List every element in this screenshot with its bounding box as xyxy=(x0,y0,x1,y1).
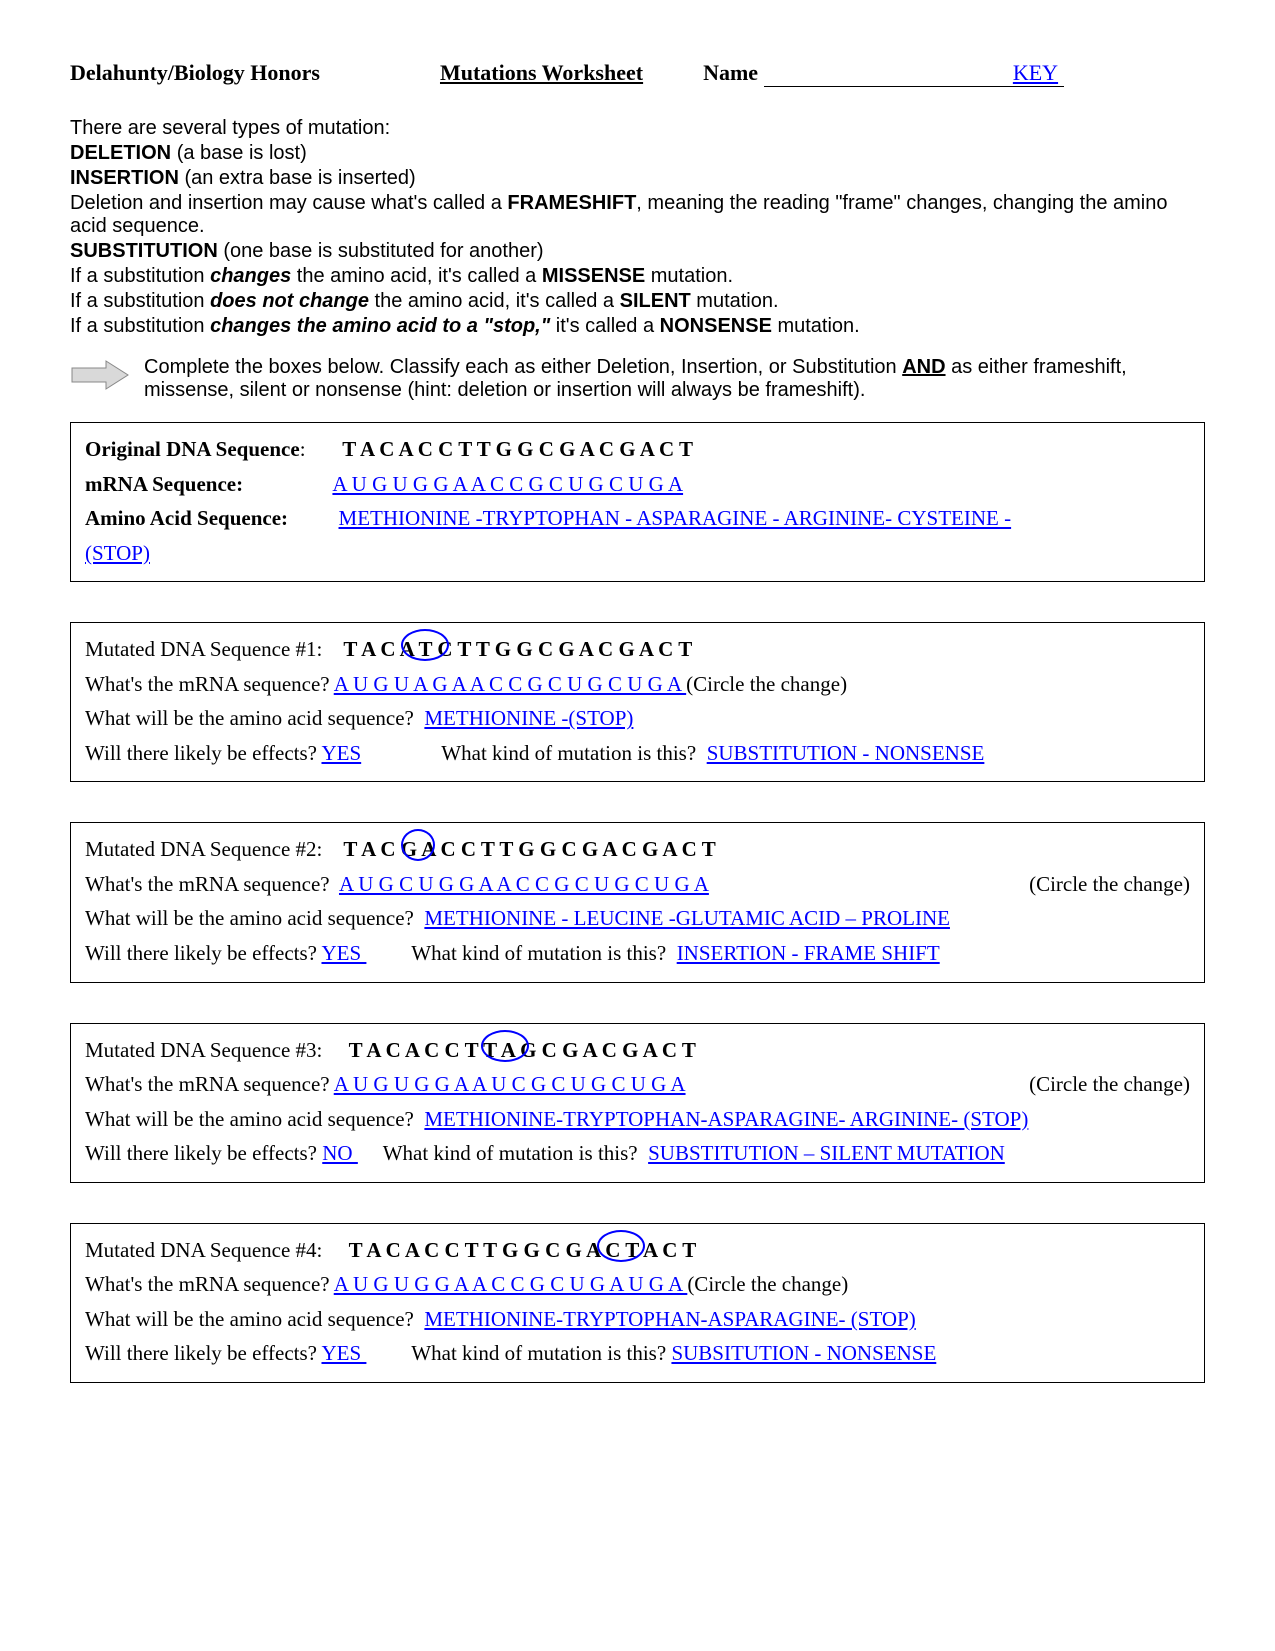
insertion-line: INSERTION (an extra base is inserted) xyxy=(70,167,1205,190)
worksheet-page: Delahunty/Biology Honors Mutations Works… xyxy=(0,0,1275,1483)
q1-aa: What will be the amino acid sequence? ME… xyxy=(85,702,1190,735)
q2-mrna: What's the mRNA sequence? A U G C U G G … xyxy=(85,868,1190,901)
q1-mrna: What's the mRNA sequence? A U G U A G A … xyxy=(85,668,1190,701)
q2-mrna-answer: A U G C U G G A A C C G C U G C U G A xyxy=(339,872,709,896)
deletion-desc: (a base is lost) xyxy=(177,142,307,164)
q2-aa-answer: METHIONINE - LEUCINE -GLUTAMIC ACID – PR… xyxy=(424,906,950,930)
q3-aa-answer: METHIONINE-TRYPTOPHAN-ASPARAGINE- ARGINI… xyxy=(424,1107,1028,1131)
q3-kind-answer: SUBSTITUTION – SILENT MUTATION xyxy=(648,1141,1005,1165)
q3-dna-sequence: T A C A C C T T A G C G A C G A C T xyxy=(349,1034,696,1067)
substitution-label: SUBSTITUTION xyxy=(70,240,218,262)
insertion-desc: (an extra base is inserted) xyxy=(184,167,415,189)
instruction-row: Complete the boxes below. Classify each … xyxy=(70,356,1205,402)
q2-dna-sequence: T A C G A C C T T G G C G A C G A C T xyxy=(343,833,715,866)
nonsense-line: If a substitution changes the amino acid… xyxy=(70,315,1205,338)
q4-aa: What will be the amino acid sequence? ME… xyxy=(85,1303,1190,1336)
q4-dna-sequence: T A C A C C T T G G C G A C T A C T xyxy=(349,1234,697,1267)
q4-mrna: What's the mRNA sequence? A U G U G G A … xyxy=(85,1268,1190,1301)
arrow-icon xyxy=(70,358,130,392)
worksheet-title: Mutations Worksheet xyxy=(440,60,643,86)
q1-dna: Mutated DNA Sequence #1: T A C A T C T T… xyxy=(85,633,1190,666)
q1-effects: Will there likely be effects? YES What k… xyxy=(85,737,1190,770)
question-2-box: Mutated DNA Sequence #2: T A C G A C C T… xyxy=(70,822,1205,982)
q1-effects-answer: YES xyxy=(321,741,361,765)
page-header: Delahunty/Biology Honors Mutations Works… xyxy=(70,60,1205,87)
original-dna: T A C A C C T T G G C G A C G A C T xyxy=(342,437,693,461)
substitution-line: SUBSTITUTION (one base is substituted fo… xyxy=(70,240,1205,263)
frameshift-line: Deletion and insertion may cause what's … xyxy=(70,192,1205,238)
class-name: Delahunty/Biology Honors xyxy=(70,60,320,86)
q3-mrna: What's the mRNA sequence? A U G U G G A … xyxy=(85,1068,1190,1101)
q4-effects-answer: YES xyxy=(321,1341,366,1365)
q2-effects: Will there likely be effects? YES What k… xyxy=(85,937,1190,970)
original-aa: METHIONINE -TRYPTOPHAN - ASPARAGINE - AR… xyxy=(339,506,1012,530)
silent-line: If a substitution does not change the am… xyxy=(70,290,1205,313)
deletion-label: DELETION xyxy=(70,142,171,164)
missense-line: If a substitution changes the amino acid… xyxy=(70,265,1205,288)
q4-dna: Mutated DNA Sequence #4: T A C A C C T T… xyxy=(85,1234,1190,1267)
q4-aa-answer: METHIONINE-TRYPTOPHAN-ASPARAGINE- (STOP) xyxy=(424,1307,915,1331)
q3-dna: Mutated DNA Sequence #3: T A C A C C T T… xyxy=(85,1034,1190,1067)
original-aa-stop: (STOP) xyxy=(85,541,150,565)
original-aa-row: Amino Acid Sequence: METHIONINE -TRYPTOP… xyxy=(85,502,1190,535)
q2-dna: Mutated DNA Sequence #2: T A C G A C C T… xyxy=(85,833,1190,866)
key-link[interactable]: KEY xyxy=(1013,60,1058,85)
q4-mrna-answer: A U G U G G A A C C G C U G A U G A xyxy=(334,1272,688,1296)
q1-dna-sequence: T A C A T C T T G G C G A C G A C T xyxy=(343,633,692,666)
question-1-box: Mutated DNA Sequence #1: T A C A T C T T… xyxy=(70,622,1205,782)
q3-mrna-answer: A U G U G G A A U C G C U G C U G A xyxy=(334,1072,686,1096)
question-4-box: Mutated DNA Sequence #4: T A C A C C T T… xyxy=(70,1223,1205,1383)
q3-effects-answer: NO xyxy=(322,1141,358,1165)
instruction-text: Complete the boxes below. Classify each … xyxy=(144,356,1205,402)
q4-effects: Will there likely be effects? YES What k… xyxy=(85,1337,1190,1370)
original-dna-row: Original DNA Sequence: T A C A C C T T G… xyxy=(85,433,1190,466)
q1-mrna-answer: A U G U A G A A C C G C U G C U G A xyxy=(334,672,686,696)
insertion-label: INSERTION xyxy=(70,167,179,189)
q2-kind-answer: INSERTION - FRAME SHIFT xyxy=(677,941,940,965)
intro-line: There are several types of mutation: xyxy=(70,117,1205,140)
original-mrna: A U G U G G A A C C G C U G C U G A xyxy=(332,472,683,496)
q3-effects: Will there likely be effects? NO What ki… xyxy=(85,1137,1190,1170)
q1-aa-answer: METHIONINE -(STOP) xyxy=(424,706,633,730)
q2-aa: What will be the amino acid sequence? ME… xyxy=(85,902,1190,935)
substitution-desc: (one base is substituted for another) xyxy=(223,240,543,262)
question-3-box: Mutated DNA Sequence #3: T A C A C C T T… xyxy=(70,1023,1205,1183)
name-label: Name xyxy=(703,60,758,86)
q2-effects-answer: YES xyxy=(321,941,366,965)
original-box: Original DNA Sequence: T A C A C C T T G… xyxy=(70,422,1205,582)
deletion-line: DELETION (a base is lost) xyxy=(70,142,1205,165)
q3-aa: What will be the amino acid sequence? ME… xyxy=(85,1103,1190,1136)
name-field: KEY xyxy=(764,60,1064,87)
q1-kind-answer: SUBSTITUTION - NONSENSE xyxy=(707,741,985,765)
q4-kind-answer: SUBSITUTION - NONSENSE xyxy=(671,1341,936,1365)
original-mrna-row: mRNA Sequence: A U G U G G A A C C G C U… xyxy=(85,468,1190,501)
intro-section: There are several types of mutation: DEL… xyxy=(70,117,1205,338)
